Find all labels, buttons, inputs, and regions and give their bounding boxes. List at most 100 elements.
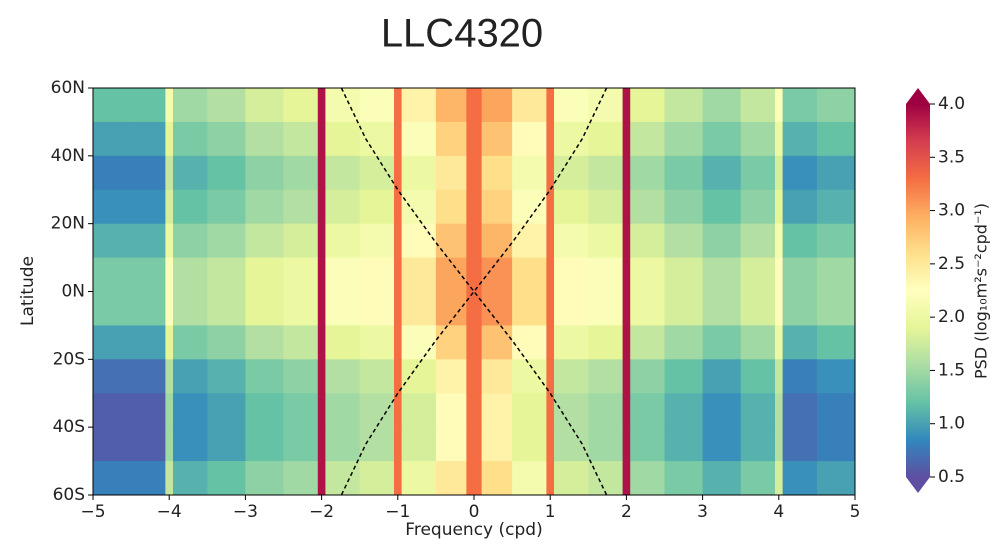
heat-cell bbox=[702, 393, 742, 428]
heat-cell bbox=[93, 461, 132, 496]
heat-cell bbox=[664, 257, 703, 292]
heat-cell bbox=[131, 88, 166, 123]
heat-cell bbox=[466, 155, 483, 191]
heat-cell bbox=[93, 155, 132, 191]
heat-cell bbox=[481, 257, 513, 292]
heat-cell bbox=[546, 223, 555, 258]
x-tick-label: 5 bbox=[850, 502, 861, 522]
heat-cell bbox=[702, 291, 742, 326]
heat-cell bbox=[466, 223, 483, 258]
heat-cell bbox=[283, 155, 319, 191]
heat-cell bbox=[588, 223, 623, 258]
heat-cell bbox=[554, 257, 589, 292]
y-tick-label: 20S bbox=[53, 349, 85, 369]
heat-cell bbox=[325, 359, 361, 394]
heat-cell bbox=[546, 155, 555, 191]
heat-cell bbox=[630, 121, 665, 157]
chart-title: LLC4320 bbox=[381, 12, 543, 56]
heat-cell bbox=[283, 325, 319, 360]
heat-cell bbox=[702, 189, 742, 225]
heat-cell bbox=[401, 257, 437, 292]
heat-cell bbox=[512, 393, 547, 428]
heat-cell bbox=[630, 223, 665, 258]
heat-cell bbox=[131, 223, 166, 258]
heat-cell bbox=[173, 189, 208, 225]
heat-cell bbox=[93, 121, 132, 157]
heat-cell bbox=[173, 257, 208, 292]
colorbar bbox=[906, 104, 930, 477]
heat-cell bbox=[512, 88, 547, 123]
heat-cell bbox=[554, 121, 589, 157]
heat-cell bbox=[93, 257, 132, 292]
heat-cell bbox=[740, 189, 776, 225]
heat-cell bbox=[546, 359, 555, 394]
heat-cell bbox=[774, 291, 784, 326]
heat-cell bbox=[664, 291, 703, 326]
heat-cell bbox=[317, 223, 326, 258]
heat-cell bbox=[131, 257, 166, 292]
heat-cell bbox=[401, 189, 437, 225]
heat-cell bbox=[481, 427, 513, 462]
heat-cell bbox=[512, 155, 547, 191]
heat-cell bbox=[481, 189, 513, 225]
heat-cell bbox=[283, 189, 319, 225]
y-tick-label: 40N bbox=[51, 146, 85, 166]
heat-cell bbox=[317, 427, 326, 462]
heat-cell bbox=[588, 88, 623, 123]
heat-cell bbox=[702, 257, 742, 292]
heat-cell bbox=[816, 121, 856, 157]
heat-cell bbox=[774, 121, 784, 157]
heat-cell bbox=[131, 155, 166, 191]
heat-cell bbox=[588, 461, 623, 496]
heat-cell bbox=[782, 427, 818, 462]
heat-cell bbox=[283, 359, 319, 394]
heat-cell bbox=[554, 189, 589, 225]
colorbar-tick-label: 1.0 bbox=[938, 414, 965, 434]
heat-cell bbox=[359, 393, 395, 428]
heat-cell bbox=[466, 257, 483, 292]
heat-cell bbox=[816, 257, 856, 292]
heat-cell bbox=[131, 359, 166, 394]
heat-cell bbox=[512, 189, 547, 225]
heat-cell bbox=[546, 393, 555, 428]
heat-cell bbox=[816, 291, 856, 326]
heat-cell bbox=[554, 223, 589, 258]
heat-cell bbox=[630, 461, 665, 496]
heat-cell bbox=[740, 155, 776, 191]
heat-cell bbox=[782, 121, 818, 157]
heat-cell bbox=[173, 223, 208, 258]
heat-cell bbox=[702, 427, 742, 462]
heat-cell bbox=[622, 257, 631, 292]
heat-cell bbox=[207, 155, 246, 191]
heat-cell bbox=[481, 461, 513, 496]
heat-cell bbox=[207, 427, 246, 462]
heat-cell bbox=[393, 427, 403, 462]
heat-cell bbox=[165, 155, 174, 191]
heat-cell bbox=[774, 359, 784, 394]
heat-cell bbox=[782, 393, 818, 428]
heat-cell bbox=[664, 189, 703, 225]
heat-cell bbox=[481, 393, 513, 428]
heat-cell bbox=[774, 393, 784, 428]
heat-cell bbox=[622, 427, 631, 462]
heat-cell bbox=[481, 223, 513, 258]
heat-cell bbox=[93, 393, 132, 428]
heat-cell bbox=[401, 291, 437, 326]
heat-cell bbox=[245, 325, 284, 360]
heat-cell bbox=[207, 257, 246, 292]
y-tick-label: 0N bbox=[61, 282, 85, 302]
heat-cell bbox=[782, 291, 818, 326]
heat-cell bbox=[165, 427, 174, 462]
heat-cell bbox=[165, 223, 174, 258]
heat-cell bbox=[816, 461, 856, 496]
heat-cell bbox=[325, 155, 361, 191]
heat-cell bbox=[466, 359, 483, 394]
heat-cell bbox=[283, 393, 319, 428]
heat-cell bbox=[630, 359, 665, 394]
heat-cell bbox=[173, 325, 208, 360]
heat-cell bbox=[782, 223, 818, 258]
heat-cell bbox=[782, 325, 818, 360]
heat-cell bbox=[622, 461, 631, 496]
heat-cell bbox=[512, 427, 547, 462]
heat-cell bbox=[588, 325, 623, 360]
